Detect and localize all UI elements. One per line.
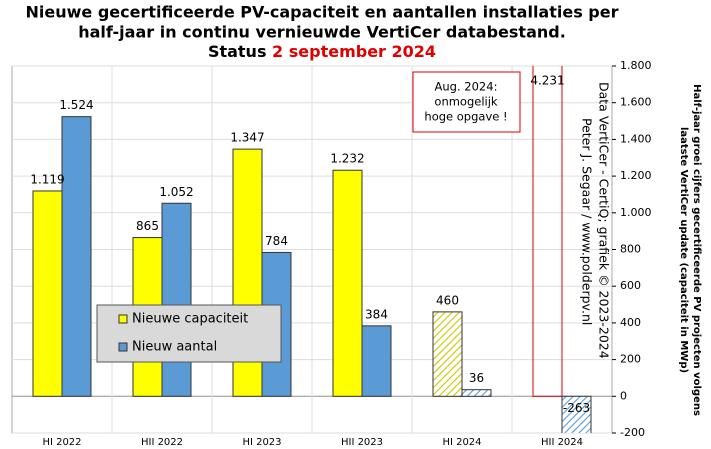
y-tick-label: 1.400	[620, 132, 652, 145]
chart-subtitle: Status 2 september 2024	[208, 42, 436, 61]
data-label: -263	[563, 401, 590, 415]
x-tick-label: HII 2024	[541, 437, 583, 448]
data-label: 4.231	[530, 74, 564, 88]
x-tick-label: HI 2022	[42, 437, 81, 448]
chart-title: Nieuwe gecertificeerde PV-capaciteit en …	[26, 3, 619, 22]
chart-title: half-jaar in continu vernieuwde VertiCer…	[78, 23, 566, 42]
annotation-box	[412, 71, 521, 133]
y-tick-label: 1.000	[620, 206, 652, 219]
credit: Peter J. Segaar / www.polderpv.nl	[580, 118, 595, 325]
bar	[32, 190, 63, 397]
legend-label: Nieuw aantal	[132, 340, 217, 355]
x-tick-label: HII 2023	[341, 437, 383, 448]
bar	[432, 311, 463, 397]
legend: Nieuwe capaciteit Nieuw aantal	[96, 304, 282, 363]
annotation: hoge opgave !	[424, 110, 507, 124]
data-label: 865	[136, 219, 159, 233]
data-label: 784	[265, 234, 288, 248]
bar	[161, 202, 192, 397]
y-tick-label: 400	[620, 316, 641, 329]
y-tick-label: 1.800	[620, 59, 652, 72]
annotation: onmogelijk	[434, 95, 498, 109]
y-tick-label: 800	[620, 243, 641, 256]
data-label: 36	[469, 371, 484, 385]
subtitle-prefix: Status	[208, 42, 267, 61]
data-label: 1.347	[230, 131, 264, 145]
data-label: 1.052	[159, 185, 193, 199]
legend-label: Nieuwe capaciteit	[132, 312, 248, 327]
data-label: 1.232	[330, 152, 364, 166]
x-tick-label: HI 2023	[242, 437, 281, 448]
bar	[61, 116, 92, 397]
y-axis-label: Half-jaar groei cijfers gecertificeerde …	[691, 84, 702, 416]
bar	[332, 169, 363, 397]
data-label: 384	[365, 307, 388, 321]
annotation: Aug. 2024:	[435, 80, 498, 94]
data-label: 1.119	[30, 172, 64, 186]
bar	[461, 389, 492, 397]
y-tick-label: 1.600	[620, 96, 652, 109]
x-tick-label: HI 2024	[442, 437, 481, 448]
bar	[532, 66, 563, 397]
credit: Data VertiCer - CertiQ; grafiek © 2023-2…	[597, 82, 612, 359]
y-tick-label: 1.200	[620, 169, 652, 182]
legend-swatch	[118, 314, 128, 324]
bar	[361, 325, 392, 397]
legend-swatch	[118, 342, 128, 352]
data-label: 460	[436, 293, 459, 307]
x-tick-label: HII 2022	[141, 437, 183, 448]
y-tick-label: -200	[620, 426, 645, 439]
subtitle-date: 2 september 2024	[272, 42, 436, 61]
legend-box	[96, 304, 282, 363]
data-label: 1.524	[59, 98, 93, 112]
y-tick-label: 0	[620, 389, 627, 402]
y-axis-label: laatste VertiCer update (capaciteit in M…	[678, 127, 689, 373]
y-tick-label: 600	[620, 279, 641, 292]
y-tick-label: 200	[620, 353, 641, 366]
bar	[561, 395, 592, 433]
